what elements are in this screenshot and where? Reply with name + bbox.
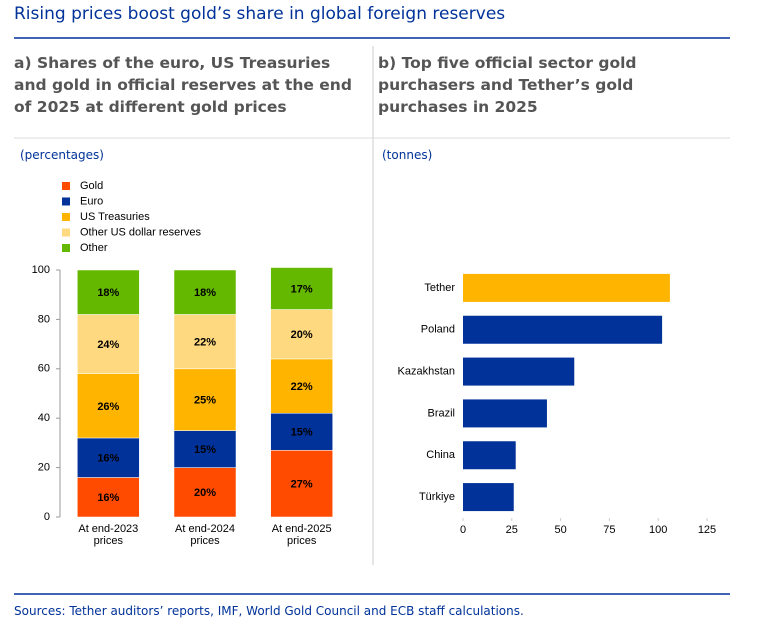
y-tick-label: China	[426, 449, 456, 461]
x-tick-label: 100	[649, 524, 667, 536]
y-tick-label: Tether	[424, 282, 455, 294]
data-label: 15%	[291, 427, 313, 439]
bar-segment	[270, 358, 333, 414]
x-tick-label: At end-2024 prices	[175, 523, 235, 547]
bar-segment	[270, 450, 333, 518]
x-tick-label: 0	[460, 524, 466, 536]
y-tick-label: 60	[38, 363, 50, 375]
x-tick-label: At end-2023 prices	[78, 523, 139, 547]
bar-segment	[77, 314, 140, 374]
legend-label: Other	[80, 242, 108, 254]
data-label: 17%	[291, 283, 313, 295]
data-label: 18%	[194, 287, 216, 299]
data-label: 16%	[97, 453, 119, 465]
bar-segment	[77, 437, 140, 478]
bar-segment	[173, 314, 237, 370]
bar-segment	[270, 309, 333, 360]
bar-segment	[270, 267, 333, 310]
legend-label: Gold	[80, 180, 103, 192]
main-title: Rising prices boost gold’s share in glob…	[14, 4, 506, 24]
legend-label: Euro	[80, 195, 103, 207]
x-tick-label: 75	[603, 524, 615, 536]
y-tick-label: Türkiye	[419, 491, 455, 503]
data-label: 27%	[291, 479, 313, 491]
x-tick-label: 50	[554, 524, 566, 536]
legend-swatch	[62, 197, 70, 206]
panel-title: b) Top five official sector gold purchas…	[378, 54, 637, 116]
data-label: 26%	[97, 401, 119, 413]
unit-label: (tonnes)	[382, 148, 433, 162]
bar	[463, 483, 514, 512]
data-label: 18%	[97, 287, 119, 299]
bar-segment	[77, 373, 140, 439]
legend-label: Other US dollar reserves	[80, 226, 202, 238]
bar-segment	[173, 467, 237, 518]
source: Sources: Tether auditors’ reports, IMF, …	[14, 604, 524, 618]
data-label: 22%	[291, 381, 313, 393]
bar	[463, 315, 663, 344]
legend-swatch	[62, 182, 70, 190]
y-tick-label: 40	[38, 412, 50, 424]
x-tick-label: 125	[698, 524, 716, 536]
data-label: 20%	[291, 329, 313, 341]
y-tick-label: 20	[38, 462, 50, 474]
bar-segment	[173, 368, 237, 431]
legend-label: US Treasuries	[80, 211, 150, 223]
data-label: 16%	[97, 492, 119, 504]
bar-segment	[173, 269, 237, 315]
y-tick-label: 0	[44, 511, 50, 523]
data-label: 24%	[97, 339, 119, 351]
unit-label: (percentages)	[20, 148, 104, 162]
bar	[463, 357, 575, 386]
y-tick-label: Brazil	[427, 407, 455, 419]
x-tick-label: At end-2025 prices	[271, 523, 332, 547]
bar-segment	[173, 430, 237, 468]
data-label: 15%	[194, 444, 216, 456]
bar	[463, 441, 516, 470]
legend-swatch	[62, 213, 70, 221]
x-tick-label: 25	[506, 524, 518, 536]
panel-title: a) Shares of the euro, US Treasuries and…	[14, 54, 352, 116]
data-label: 22%	[194, 337, 216, 349]
data-label: 25%	[194, 395, 216, 407]
bar-segment	[77, 269, 140, 315]
bar-segment	[270, 413, 333, 451]
bar	[463, 273, 670, 302]
y-tick-label: 80	[38, 313, 50, 325]
y-tick-label: Poland	[421, 324, 455, 336]
bar	[463, 399, 547, 428]
y-tick-label: 100	[32, 264, 50, 276]
legend-swatch	[62, 244, 70, 252]
y-tick-label: Kazakhstan	[398, 365, 455, 377]
legend-swatch	[62, 228, 70, 237]
data-label: 20%	[194, 487, 216, 499]
